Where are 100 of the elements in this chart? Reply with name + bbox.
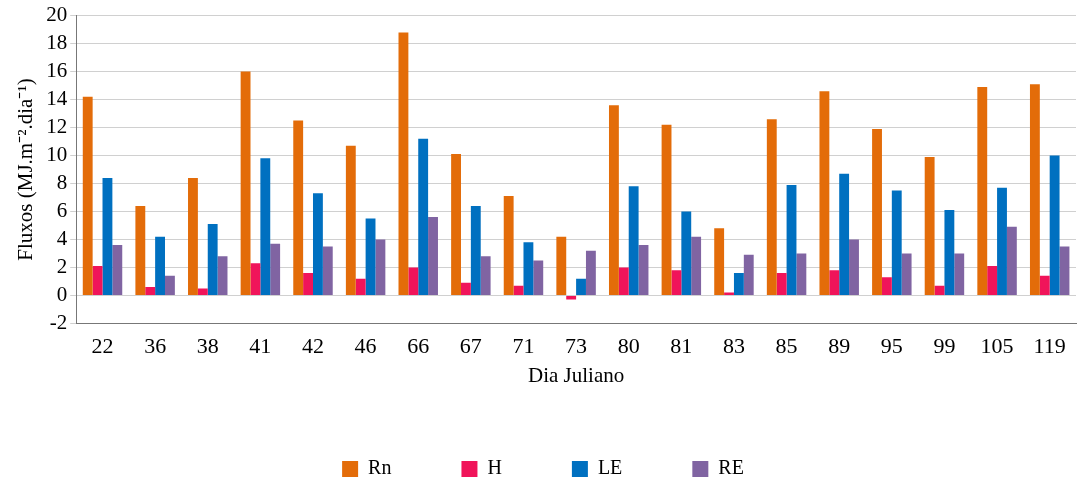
bar bbox=[503, 196, 514, 295]
bar bbox=[345, 145, 356, 295]
y-axis-title: Fluxos (MJ.m⁻².dia⁻¹) bbox=[13, 78, 38, 261]
bar bbox=[661, 124, 672, 295]
y-tick-label: 12 bbox=[46, 114, 68, 139]
y-tick-label: 0 bbox=[56, 281, 68, 306]
y-tick-label: -2 bbox=[49, 309, 68, 334]
bar bbox=[207, 224, 218, 295]
bar bbox=[240, 71, 251, 295]
x-tick-label: 71 bbox=[512, 333, 535, 359]
x-tick-label: 22 bbox=[91, 333, 114, 359]
bar bbox=[881, 277, 892, 295]
bar bbox=[766, 119, 777, 295]
bar bbox=[470, 205, 481, 295]
bar bbox=[872, 128, 882, 295]
bar bbox=[954, 253, 965, 295]
legend-label: RE bbox=[718, 456, 744, 479]
y-tick-label: 20 bbox=[46, 2, 68, 27]
bar bbox=[217, 256, 228, 295]
legend-label: H bbox=[487, 456, 502, 479]
bar bbox=[786, 184, 797, 295]
bar bbox=[1039, 275, 1050, 295]
bar bbox=[102, 177, 113, 295]
bar bbox=[796, 253, 807, 295]
y-tick-label: 2 bbox=[56, 253, 68, 278]
bar bbox=[398, 32, 409, 295]
x-tick-label: 95 bbox=[880, 333, 903, 359]
bar bbox=[628, 186, 639, 295]
x-tick-label: 42 bbox=[301, 333, 324, 359]
bar bbox=[92, 266, 103, 295]
bar bbox=[714, 228, 725, 295]
bar bbox=[556, 236, 567, 295]
y-tick-label: 8 bbox=[56, 170, 68, 195]
x-tick-label: 41 bbox=[249, 333, 272, 359]
bar bbox=[681, 211, 692, 295]
bar bbox=[460, 282, 471, 295]
bar bbox=[638, 245, 649, 295]
x-tick-label: 81 bbox=[670, 333, 693, 359]
bar bbox=[270, 243, 281, 295]
bar bbox=[303, 273, 313, 295]
bar bbox=[197, 288, 208, 295]
bar bbox=[585, 250, 596, 295]
y-tick-label: 6 bbox=[56, 197, 68, 222]
bar bbox=[829, 270, 840, 295]
y-tick-label: 18 bbox=[46, 30, 68, 55]
bar bbox=[250, 263, 261, 295]
bar bbox=[924, 156, 935, 295]
bar bbox=[82, 96, 93, 295]
bar bbox=[293, 120, 304, 295]
bar bbox=[145, 287, 156, 295]
bar bbox=[997, 187, 1007, 295]
y-tick-label: 10 bbox=[46, 142, 68, 167]
bar bbox=[566, 295, 577, 300]
bar bbox=[576, 278, 586, 295]
x-tick-label: 119 bbox=[1033, 333, 1066, 359]
x-tick-label: 99 bbox=[933, 333, 956, 359]
legend-label: Rn bbox=[368, 456, 392, 479]
x-tick-label: 67 bbox=[459, 333, 482, 359]
bar bbox=[671, 270, 682, 295]
bar bbox=[733, 273, 744, 295]
bar bbox=[1006, 226, 1017, 295]
bar bbox=[743, 254, 754, 295]
bar bbox=[849, 239, 859, 295]
y-tick-label: 14 bbox=[46, 86, 68, 111]
x-tick-label: 85 bbox=[775, 333, 798, 359]
bar bbox=[135, 205, 146, 295]
bar bbox=[355, 278, 366, 295]
bar bbox=[1029, 84, 1040, 295]
bar bbox=[408, 267, 419, 295]
x-tick-label: 105 bbox=[980, 333, 1014, 359]
bar bbox=[776, 273, 787, 295]
x-tick-label: 83 bbox=[722, 333, 745, 359]
bar bbox=[1049, 155, 1060, 295]
bar bbox=[608, 105, 619, 295]
bar bbox=[322, 246, 333, 295]
bar bbox=[1059, 246, 1070, 295]
bar bbox=[901, 253, 912, 295]
y-tick-label: 16 bbox=[46, 58, 68, 83]
bar bbox=[375, 239, 386, 295]
legend-label: LE bbox=[597, 456, 623, 479]
bar bbox=[155, 236, 165, 295]
x-tick-label: 73 bbox=[565, 333, 588, 359]
bar bbox=[523, 242, 534, 295]
bar bbox=[112, 245, 123, 295]
bar bbox=[480, 256, 491, 295]
y-tick-label: 4 bbox=[56, 225, 68, 250]
bar bbox=[691, 236, 702, 295]
x-tick-label: 89 bbox=[828, 333, 851, 359]
bar bbox=[618, 267, 629, 295]
x-tick-label: 80 bbox=[617, 333, 640, 359]
x-tick-label: 66 bbox=[407, 333, 430, 359]
x-tick-label: 36 bbox=[144, 333, 167, 359]
bar bbox=[451, 154, 461, 295]
bar bbox=[313, 193, 323, 295]
bar bbox=[188, 177, 198, 295]
bar bbox=[260, 158, 271, 295]
bar bbox=[819, 91, 830, 295]
bar bbox=[428, 217, 438, 295]
bar bbox=[365, 218, 376, 295]
x-axis-title: Dia Juliano bbox=[527, 362, 625, 387]
